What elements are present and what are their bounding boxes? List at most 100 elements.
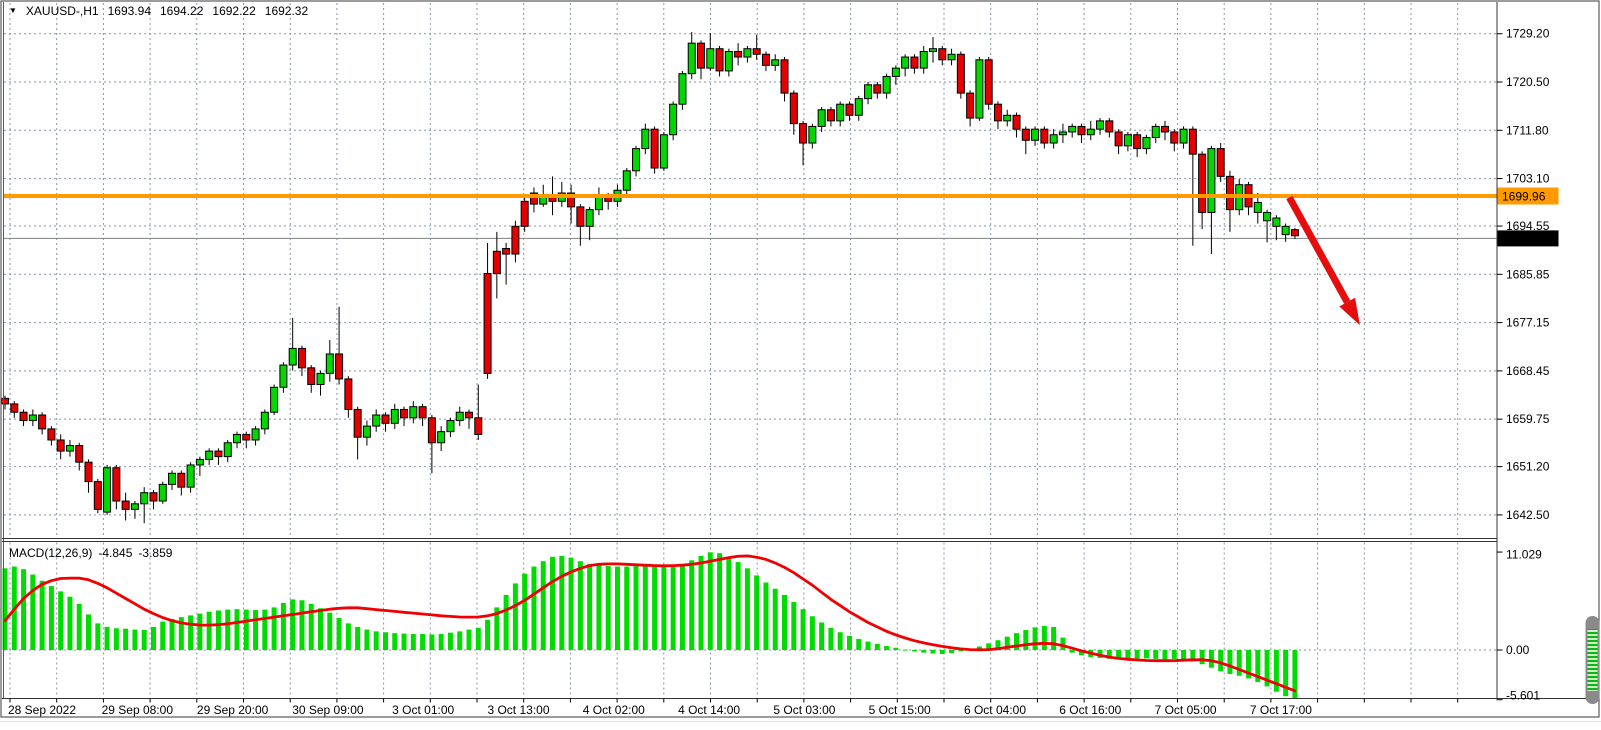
macd-bar bbox=[58, 591, 64, 650]
candle-body bbox=[1290, 229, 1299, 237]
candle-body bbox=[325, 353, 334, 374]
macd-bar bbox=[485, 619, 491, 650]
macd-bar bbox=[661, 565, 667, 650]
price-axis-label: 1651.20 bbox=[1506, 460, 1550, 474]
candle-body bbox=[1003, 114, 1012, 122]
symbol-dropdown-icon[interactable]: ▼ bbox=[9, 6, 17, 15]
candle-body bbox=[1133, 134, 1142, 150]
candle-body bbox=[65, 445, 74, 452]
macd-bar bbox=[21, 569, 27, 650]
macd-bar bbox=[160, 621, 166, 650]
macd-bar bbox=[123, 628, 129, 650]
macd-bar bbox=[1143, 650, 1149, 659]
candle-body bbox=[1281, 225, 1290, 236]
macd-bar bbox=[1004, 636, 1010, 650]
candle-body bbox=[1068, 125, 1077, 133]
macd-bar bbox=[902, 649, 908, 651]
candle-body bbox=[891, 67, 900, 77]
macd-bar bbox=[1041, 626, 1047, 650]
ohlc-open: 1693.94 bbox=[107, 4, 151, 18]
candle-body bbox=[622, 170, 631, 191]
macd-bar bbox=[809, 616, 815, 650]
trend-arrow[interactable] bbox=[1286, 195, 1360, 326]
candle-body bbox=[455, 411, 464, 422]
candle-body bbox=[390, 408, 399, 424]
macd-bar bbox=[39, 580, 45, 650]
candle-body bbox=[1123, 134, 1132, 147]
macd-bar bbox=[1208, 650, 1214, 668]
macd-bar bbox=[503, 594, 509, 650]
candle-body bbox=[919, 50, 928, 69]
macd-bar bbox=[744, 568, 750, 650]
macd-bar bbox=[327, 612, 333, 650]
candle-body bbox=[38, 414, 47, 430]
price-axis-label: 1720.50 bbox=[1506, 75, 1550, 89]
svg-text:1692.32: 1692.32 bbox=[1502, 232, 1546, 246]
candle-body bbox=[121, 500, 130, 510]
macd-bar bbox=[1162, 650, 1168, 660]
candle-body bbox=[353, 408, 362, 438]
macd-bar bbox=[837, 632, 843, 650]
macd-bar bbox=[1023, 630, 1029, 650]
chart-title: ▼ XAUUSD-,H1 1693.94 1694.22 1692.22 169… bbox=[9, 4, 308, 18]
macd-bar bbox=[884, 646, 890, 650]
macd-bar bbox=[262, 609, 268, 650]
scrollbar-thumb[interactable] bbox=[1585, 616, 1600, 704]
macd-bar bbox=[104, 626, 110, 650]
macd-bar bbox=[1264, 650, 1270, 687]
macd-bar bbox=[512, 583, 518, 650]
macd-bar bbox=[939, 650, 945, 654]
macd-bar bbox=[1246, 650, 1252, 679]
macd-bar bbox=[717, 553, 723, 650]
candle-body bbox=[1058, 131, 1067, 136]
time-axis-label: 29 Sep 08:00 bbox=[102, 703, 174, 717]
macd-bar bbox=[642, 565, 648, 650]
macd-bar bbox=[791, 602, 797, 650]
candle-body bbox=[1272, 217, 1281, 227]
macd-bar bbox=[67, 596, 73, 650]
price-axis-label: 1729.20 bbox=[1506, 27, 1550, 41]
macd-bar bbox=[2, 568, 8, 650]
macd-bar bbox=[30, 574, 36, 650]
candle-body bbox=[10, 403, 19, 413]
price-badge-bid: 1692.32 bbox=[1497, 230, 1559, 247]
macd-label: MACD(12,26,9) -4.845 -3.859 bbox=[9, 546, 172, 560]
candle-body bbox=[446, 420, 455, 433]
price-axis-label: 1711.80 bbox=[1506, 123, 1549, 137]
macd-bar bbox=[48, 586, 54, 650]
candle-body bbox=[465, 411, 473, 419]
macd-bar bbox=[1078, 650, 1084, 656]
macd-bar bbox=[475, 627, 481, 650]
candle-body bbox=[270, 386, 279, 413]
candle-body bbox=[780, 59, 789, 94]
macd-bar bbox=[679, 563, 685, 650]
macd-bar bbox=[188, 615, 194, 650]
macd-bar bbox=[494, 607, 500, 650]
macd-bar bbox=[874, 643, 880, 650]
candle-body bbox=[205, 450, 214, 460]
macd-axis-label: 0.00 bbox=[1506, 643, 1530, 657]
candles-layer bbox=[1, 32, 1299, 524]
macd-bar bbox=[735, 562, 741, 650]
macd-axis-label: -5.601 bbox=[1506, 689, 1540, 703]
macd-bar bbox=[447, 632, 453, 650]
candle-body bbox=[650, 128, 659, 169]
macd-bar bbox=[624, 566, 630, 650]
candle-body bbox=[771, 59, 780, 66]
candle-body bbox=[223, 442, 232, 458]
macd-bar bbox=[921, 650, 927, 653]
macd-bar bbox=[865, 641, 871, 650]
candle-body bbox=[93, 481, 102, 510]
macd-bar bbox=[132, 629, 138, 650]
candle-body bbox=[483, 272, 492, 374]
time-axis-label: 5 Oct 15:00 bbox=[869, 703, 931, 717]
candle-body bbox=[214, 450, 223, 458]
candle-body bbox=[1114, 131, 1123, 147]
candle-body bbox=[502, 248, 511, 255]
macd-bar bbox=[633, 566, 639, 650]
candle-body bbox=[743, 48, 752, 58]
candle-body bbox=[1151, 125, 1160, 139]
candle-body bbox=[297, 347, 306, 369]
candle-body bbox=[567, 192, 576, 208]
